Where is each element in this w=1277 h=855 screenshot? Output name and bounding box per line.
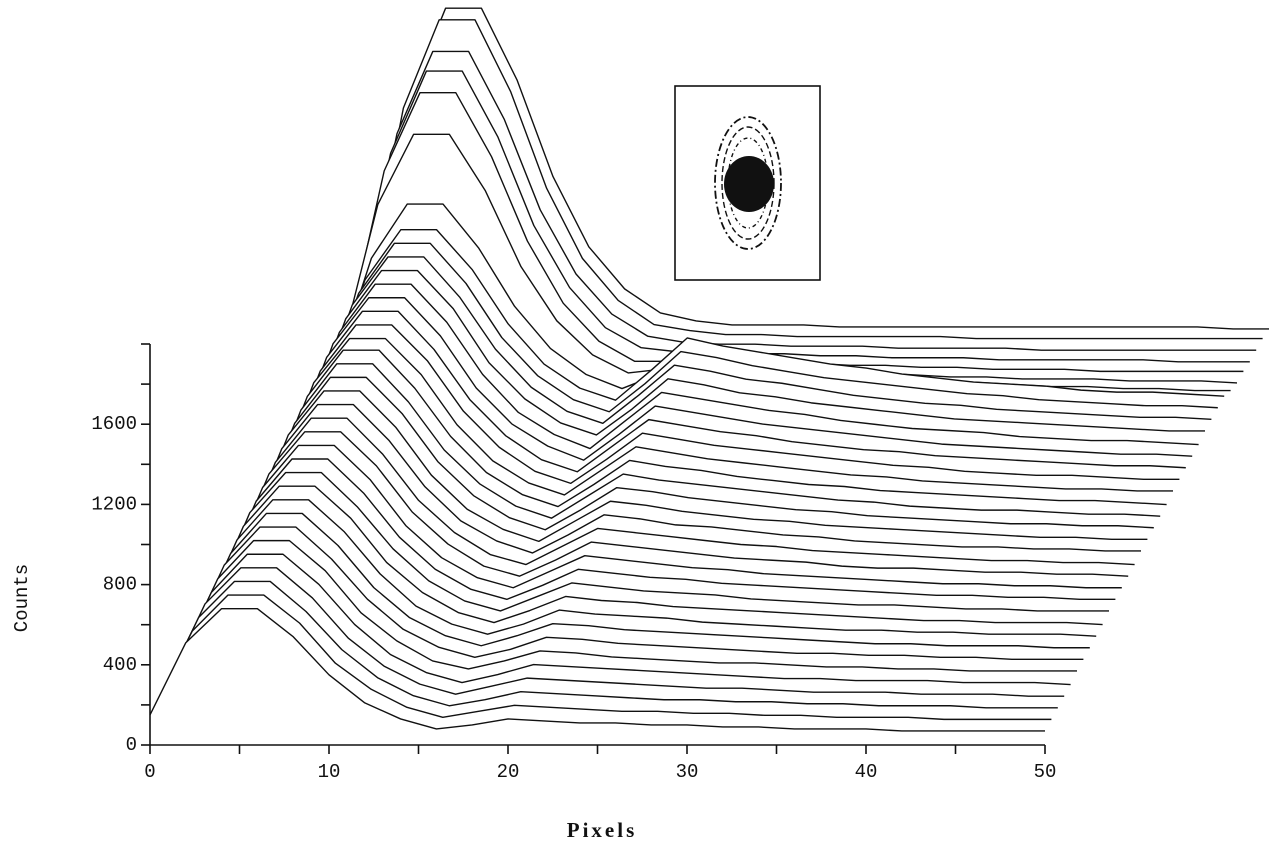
x-tick-label: 40 — [855, 761, 878, 783]
x-tick-label: 50 — [1034, 761, 1057, 783]
y-tick-label: 800 — [103, 574, 137, 596]
y-tick-label: 0 — [126, 734, 137, 756]
x-tick-label: 20 — [497, 761, 520, 783]
x-tick-label: 0 — [144, 761, 155, 783]
y-axis-label: Counts — [11, 564, 33, 632]
y-tick-label: 1600 — [91, 413, 137, 435]
chart: Pixels Counts 0 400 800 1200 1600 0 10 20 30 40 50 — [0, 0, 1277, 855]
inset — [675, 86, 820, 280]
y-tick-label: 400 — [103, 654, 137, 676]
core — [724, 156, 774, 212]
x-axis-label: Pixels — [567, 818, 638, 842]
x-tick-label: 10 — [318, 761, 341, 783]
x-tick-label: 30 — [676, 761, 699, 783]
y-tick-label: 1200 — [91, 493, 137, 515]
